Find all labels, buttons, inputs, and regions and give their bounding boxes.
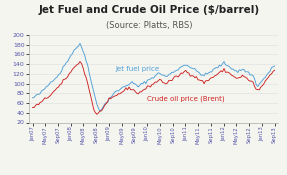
Text: Jet fuel price: Jet fuel price	[115, 66, 160, 72]
Text: Jet Fuel and Crude Oil Price ($/barrel): Jet Fuel and Crude Oil Price ($/barrel)	[39, 5, 260, 15]
Text: (Source: Platts, RBS): (Source: Platts, RBS)	[106, 21, 193, 30]
Text: Crude oil price (Brent): Crude oil price (Brent)	[147, 95, 225, 102]
